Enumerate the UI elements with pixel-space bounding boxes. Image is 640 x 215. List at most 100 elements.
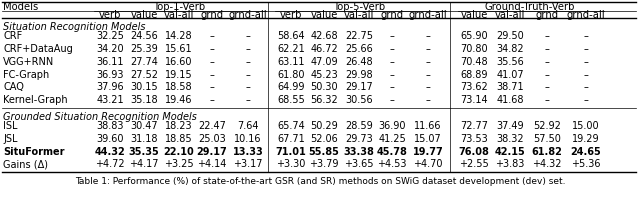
Text: 73.62: 73.62 — [460, 82, 488, 92]
Text: 65.90: 65.90 — [460, 31, 488, 41]
Text: –: – — [246, 44, 250, 54]
Text: +4.53: +4.53 — [377, 160, 407, 169]
Text: grnd-all: grnd-all — [228, 9, 268, 20]
Text: +3.83: +3.83 — [495, 160, 525, 169]
Text: 67.71: 67.71 — [277, 134, 305, 144]
Text: 64.99: 64.99 — [277, 82, 305, 92]
Text: ISL: ISL — [3, 121, 17, 131]
Text: 15.07: 15.07 — [414, 134, 442, 144]
Text: –: – — [545, 44, 549, 54]
Text: 29.98: 29.98 — [345, 70, 373, 80]
Text: 18.23: 18.23 — [165, 121, 193, 131]
Text: 41.07: 41.07 — [496, 70, 524, 80]
Text: 18.85: 18.85 — [165, 134, 193, 144]
Text: Kernel-Graph: Kernel-Graph — [3, 95, 68, 105]
Text: 30.47: 30.47 — [130, 121, 158, 131]
Text: 28.59: 28.59 — [345, 121, 373, 131]
Text: 71.01: 71.01 — [276, 147, 307, 157]
Text: CAQ: CAQ — [3, 82, 24, 92]
Text: 25.03: 25.03 — [198, 134, 226, 144]
Text: 47.09: 47.09 — [310, 57, 338, 67]
Text: –: – — [584, 44, 588, 54]
Text: –: – — [390, 31, 394, 41]
Text: –: – — [426, 82, 431, 92]
Text: Grounded Situation Recognition Models: Grounded Situation Recognition Models — [3, 112, 197, 122]
Text: 70.80: 70.80 — [460, 44, 488, 54]
Text: –: – — [390, 44, 394, 54]
Text: 10.16: 10.16 — [234, 134, 262, 144]
Text: –: – — [426, 95, 431, 105]
Text: grnd-all: grnd-all — [566, 9, 605, 20]
Text: 42.15: 42.15 — [495, 147, 525, 157]
Text: –: – — [390, 82, 394, 92]
Text: 22.47: 22.47 — [198, 121, 226, 131]
Text: 35.35: 35.35 — [129, 147, 159, 157]
Text: 24.65: 24.65 — [571, 147, 602, 157]
Text: CRF+DataAug: CRF+DataAug — [3, 44, 73, 54]
Text: 68.55: 68.55 — [277, 95, 305, 105]
Text: verb: verb — [99, 9, 121, 20]
Text: 19.46: 19.46 — [165, 95, 193, 105]
Text: –: – — [426, 44, 431, 54]
Text: –: – — [426, 70, 431, 80]
Text: Ground-Truth-Verb: Ground-Truth-Verb — [485, 3, 575, 12]
Text: +3.30: +3.30 — [276, 160, 306, 169]
Text: 38.32: 38.32 — [496, 134, 524, 144]
Text: 16.60: 16.60 — [165, 57, 193, 67]
Text: 7.64: 7.64 — [237, 121, 259, 131]
Text: –: – — [584, 31, 588, 41]
Text: 15.00: 15.00 — [572, 121, 600, 131]
Text: –: – — [246, 95, 250, 105]
Text: –: – — [209, 70, 214, 80]
Text: 73.14: 73.14 — [460, 95, 488, 105]
Text: 19.15: 19.15 — [165, 70, 193, 80]
Text: 13.33: 13.33 — [232, 147, 264, 157]
Text: –: – — [246, 31, 250, 41]
Text: +4.32: +4.32 — [532, 160, 562, 169]
Text: Table 1: Performance (%) of state-of-the-art GSR (and SR) methods on SWiG datase: Table 1: Performance (%) of state-of-the… — [75, 177, 565, 186]
Text: +4.72: +4.72 — [95, 160, 125, 169]
Text: –: – — [209, 44, 214, 54]
Text: –: – — [545, 82, 549, 92]
Text: 36.90: 36.90 — [378, 121, 406, 131]
Text: 41.68: 41.68 — [496, 95, 524, 105]
Text: 57.50: 57.50 — [533, 134, 561, 144]
Text: 72.77: 72.77 — [460, 121, 488, 131]
Text: –: – — [246, 82, 250, 92]
Text: 34.20: 34.20 — [96, 44, 124, 54]
Text: –: – — [426, 31, 431, 41]
Text: –: – — [584, 57, 588, 67]
Text: 27.74: 27.74 — [130, 57, 158, 67]
Text: CRF: CRF — [3, 31, 22, 41]
Text: 24.56: 24.56 — [130, 31, 158, 41]
Text: value: value — [460, 9, 488, 20]
Text: 14.28: 14.28 — [165, 31, 193, 41]
Text: 36.93: 36.93 — [96, 70, 124, 80]
Text: –: – — [545, 31, 549, 41]
Text: 43.21: 43.21 — [96, 95, 124, 105]
Text: +3.25: +3.25 — [164, 160, 194, 169]
Text: +3.65: +3.65 — [344, 160, 374, 169]
Text: JSL: JSL — [3, 134, 17, 144]
Text: –: – — [390, 95, 394, 105]
Text: grnd: grnd — [536, 9, 559, 20]
Text: 45.23: 45.23 — [310, 70, 338, 80]
Text: Gains (Δ): Gains (Δ) — [3, 160, 48, 169]
Text: –: – — [246, 70, 250, 80]
Text: value: value — [131, 9, 157, 20]
Text: 22.10: 22.10 — [164, 147, 195, 157]
Text: 58.64: 58.64 — [277, 31, 305, 41]
Text: 38.71: 38.71 — [496, 82, 524, 92]
Text: Situation Recognition Models: Situation Recognition Models — [3, 22, 145, 32]
Text: 19.29: 19.29 — [572, 134, 600, 144]
Text: –: – — [209, 95, 214, 105]
Text: +2.55: +2.55 — [459, 160, 489, 169]
Text: 35.18: 35.18 — [130, 95, 158, 105]
Text: VGG+RNN: VGG+RNN — [3, 57, 54, 67]
Text: 15.61: 15.61 — [165, 44, 193, 54]
Text: 18.58: 18.58 — [165, 82, 193, 92]
Text: 29.50: 29.50 — [496, 31, 524, 41]
Text: +4.70: +4.70 — [413, 160, 443, 169]
Text: –: – — [584, 70, 588, 80]
Text: grnd: grnd — [200, 9, 223, 20]
